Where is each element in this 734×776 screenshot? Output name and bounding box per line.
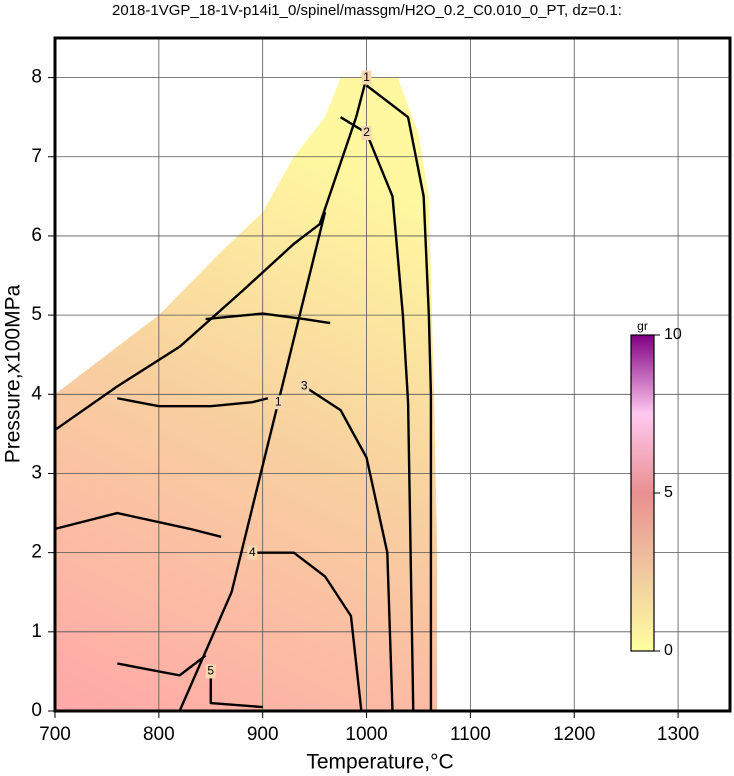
contour-label: 1 <box>363 70 370 84</box>
colorbar <box>630 334 655 652</box>
colorbar-label: gr <box>637 319 648 333</box>
contour-label: 3 <box>301 379 308 393</box>
contour-label: 5 <box>207 664 214 678</box>
x-tick-label: 700 <box>39 724 71 745</box>
colorbar-tick-label: 10 <box>664 326 682 343</box>
contour-label-bg <box>361 70 372 85</box>
y-tick-label: 0 <box>31 700 42 721</box>
contour-line <box>178 211 327 712</box>
plot-frame <box>53 36 732 713</box>
x-axis-label: Temperature,°C <box>306 751 453 774</box>
y-tick-label: 8 <box>31 67 42 88</box>
contour-label: 4 <box>249 545 256 559</box>
x-tick-label: 1100 <box>450 724 491 745</box>
y-tick-label: 5 <box>31 304 42 325</box>
contour-line <box>54 511 363 712</box>
colorbar-tick-label: 0 <box>664 642 673 659</box>
contour-label: 2 <box>363 125 370 139</box>
x-tick-label: 800 <box>143 724 175 745</box>
y-axis-label: Pressure,x100MPa <box>2 284 25 463</box>
chart-title: 2018-1VGP_18-1V-p14i1_0/spinel/massgm/H2… <box>112 2 622 19</box>
colorbar-tick-label: 5 <box>664 484 673 501</box>
x-tick-label: 1000 <box>345 724 387 745</box>
y-tick-label: 1 <box>31 621 42 642</box>
contour-label: 1 <box>275 394 282 408</box>
contour-line <box>54 77 433 711</box>
y-tick-label: 3 <box>31 462 42 483</box>
y-tick-label: 4 <box>31 383 42 404</box>
x-tick-label: 1300 <box>657 724 699 745</box>
contour-line <box>117 385 394 712</box>
contour-label-bg <box>273 395 284 410</box>
contour-label-bg <box>247 545 258 560</box>
y-tick-label: 7 <box>31 146 42 167</box>
contour-label-bg <box>361 126 372 141</box>
y-tick-label: 6 <box>31 225 42 246</box>
contour-line <box>117 654 263 709</box>
y-tick-label: 2 <box>31 542 42 563</box>
x-tick-label: 900 <box>247 724 279 745</box>
contour-label-bg <box>205 664 216 679</box>
contour-label-bg <box>299 379 310 394</box>
x-tick-label: 1200 <box>553 724 595 745</box>
